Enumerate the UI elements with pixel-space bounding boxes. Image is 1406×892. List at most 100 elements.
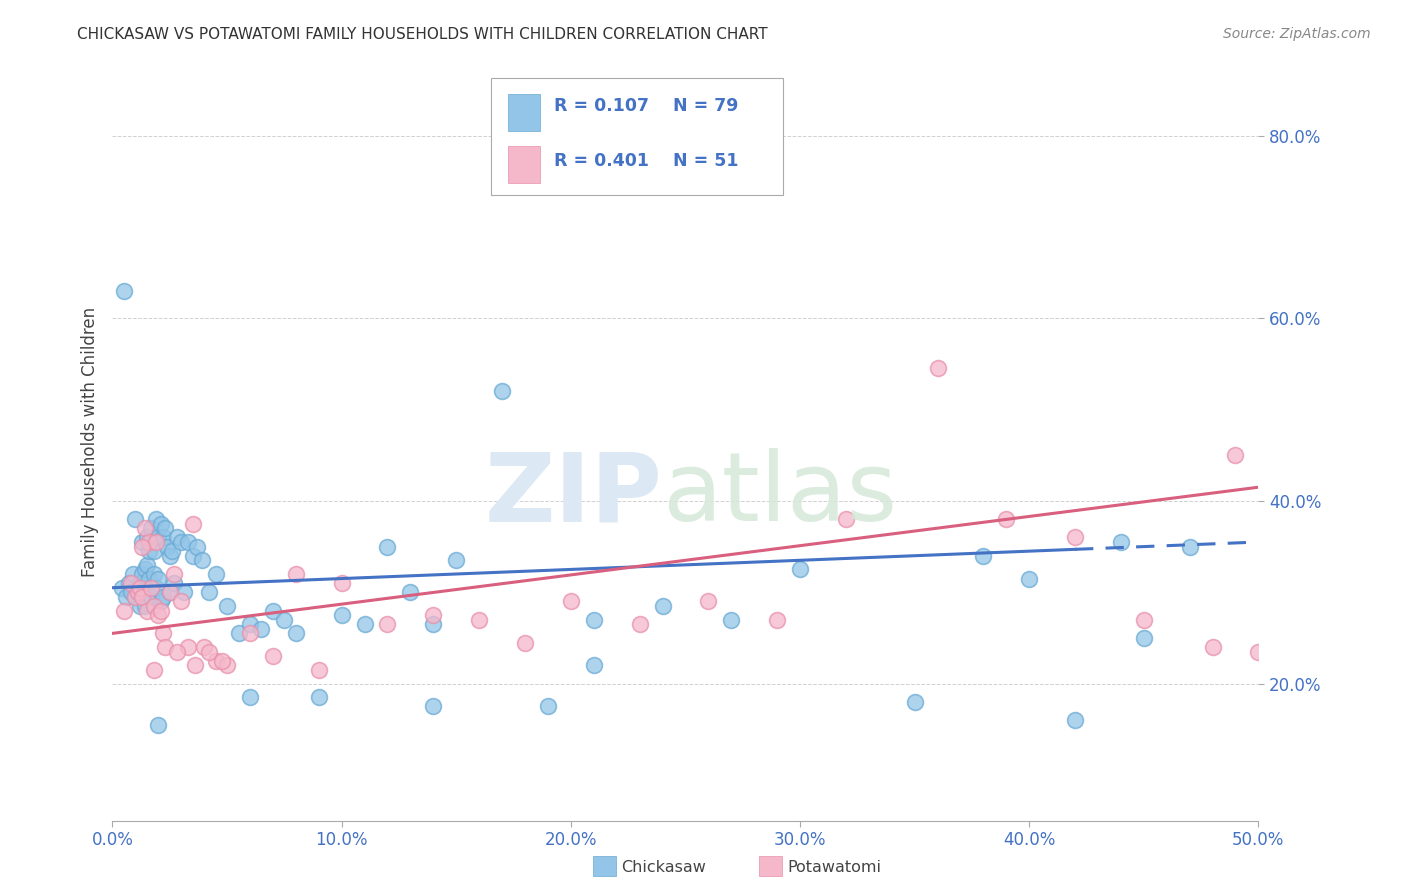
Point (148, 531, 170, 545)
Point (537, 699, 560, 714)
Point (135, 558, 157, 572)
Text: ZIP: ZIP (485, 448, 662, 541)
Point (135, 581, 157, 595)
Point (422, 608, 444, 623)
Point (1178, 540, 1201, 554)
Point (444, 553, 467, 567)
Point (628, 617, 651, 632)
Point (112, 603, 135, 617)
Point (120, 576, 142, 591)
Point (166, 531, 188, 545)
Point (789, 562, 811, 576)
Point (153, 521, 176, 535)
Point (138, 572, 160, 586)
Point (111, 581, 134, 595)
Point (197, 585, 219, 599)
Point (141, 581, 163, 595)
Point (1018, 572, 1040, 586)
Point (152, 590, 174, 604)
Point (1247, 645, 1270, 659)
Point (131, 566, 153, 581)
Point (228, 626, 250, 640)
Point (177, 535, 200, 549)
Point (582, 658, 605, 673)
Point (1109, 535, 1132, 549)
Point (163, 566, 186, 581)
Point (163, 576, 186, 591)
Point (217, 658, 239, 673)
Point (142, 566, 165, 581)
Point (124, 512, 146, 526)
Point (308, 663, 330, 677)
FancyBboxPatch shape (508, 146, 540, 183)
Point (330, 576, 353, 591)
Text: CHICKASAW VS POTAWATOMI FAMILY HOUSEHOLDS WITH CHILDREN CORRELATION CHART: CHICKASAW VS POTAWATOMI FAMILY HOUSEHOLD… (77, 27, 768, 42)
Point (399, 585, 422, 599)
Point (177, 640, 200, 654)
Point (995, 512, 1018, 526)
Point (145, 512, 167, 526)
Point (135, 603, 157, 617)
Point (377, 540, 399, 554)
Point (141, 590, 163, 604)
Point (112, 284, 135, 298)
Point (134, 521, 156, 535)
Point (122, 566, 145, 581)
Point (142, 663, 165, 677)
Point (308, 690, 330, 705)
Point (129, 576, 152, 591)
FancyBboxPatch shape (491, 78, 783, 195)
Point (152, 531, 174, 545)
Point (127, 585, 149, 599)
Point (513, 635, 536, 649)
Point (204, 654, 226, 668)
Point (204, 566, 226, 581)
Point (560, 594, 582, 608)
Point (124, 590, 146, 604)
Point (131, 540, 153, 554)
Point (191, 553, 214, 567)
Point (377, 617, 399, 632)
Point (152, 626, 174, 640)
Point (491, 384, 513, 399)
Point (697, 594, 720, 608)
Point (127, 585, 149, 599)
Point (135, 531, 157, 545)
Point (145, 581, 167, 595)
Point (138, 544, 160, 558)
Point (134, 599, 156, 613)
Point (148, 572, 170, 586)
Point (129, 581, 152, 595)
Point (149, 603, 172, 617)
Point (284, 626, 307, 640)
Point (173, 585, 195, 599)
Y-axis label: Family Households with Children: Family Households with Children (80, 307, 98, 576)
Point (1133, 631, 1156, 645)
Point (197, 645, 219, 659)
Point (193, 640, 215, 654)
Point (186, 540, 208, 554)
Point (159, 585, 181, 599)
Point (239, 617, 262, 632)
Text: Potawatomi: Potawatomi (787, 860, 882, 874)
Point (262, 603, 284, 617)
Point (148, 717, 170, 731)
Point (115, 590, 138, 604)
Point (422, 699, 444, 714)
Point (1225, 448, 1247, 462)
Point (766, 613, 789, 627)
Point (468, 613, 491, 627)
Text: R = 0.107    N = 79: R = 0.107 N = 79 (554, 96, 738, 114)
Text: Source: ZipAtlas.com: Source: ZipAtlas.com (1223, 27, 1371, 41)
Point (166, 645, 188, 659)
Point (156, 540, 179, 554)
Point (720, 613, 742, 627)
Point (141, 521, 163, 535)
Point (138, 535, 160, 549)
Point (129, 599, 152, 613)
Point (1064, 531, 1087, 545)
Point (170, 535, 193, 549)
Point (160, 544, 183, 558)
Point (149, 516, 172, 531)
Point (904, 695, 927, 709)
